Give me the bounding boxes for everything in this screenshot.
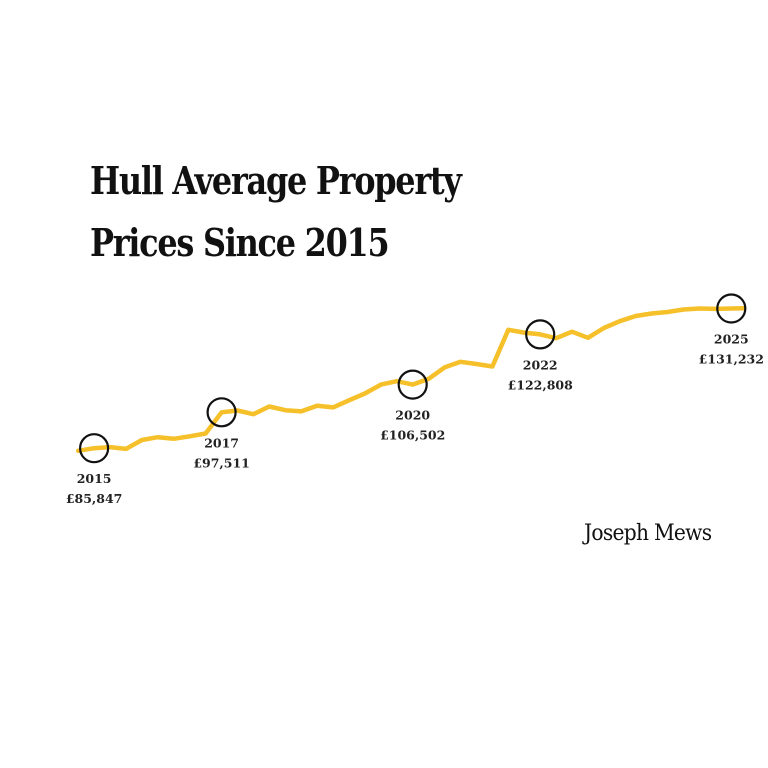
brand-name: Joseph Mews <box>584 521 712 546</box>
year-label-2025: 2025 <box>714 332 749 347</box>
year-label-2015: 2015 <box>77 471 112 486</box>
marker-2017 <box>206 397 237 428</box>
value-label-2015: £85,847 <box>66 491 123 506</box>
value-label-2025: £131,232 <box>699 352 764 367</box>
value-label-2017: £97,511 <box>193 455 250 470</box>
marker-2015 <box>78 433 110 464</box>
chart-title-line-2: Prices Since 2015 <box>90 220 390 265</box>
year-label-2020: 2020 <box>395 408 430 423</box>
chart-title-line-1: Hull Average Property <box>90 158 462 203</box>
value-label-2020: £106,502 <box>380 428 445 443</box>
marker-2020 <box>397 369 428 400</box>
price-series-line <box>75 306 747 454</box>
year-label-2017: 2017 <box>204 435 239 450</box>
value-label-2022: £122,808 <box>508 377 574 392</box>
marker-2022 <box>525 319 556 350</box>
year-label-2022: 2022 <box>523 357 558 372</box>
chart-title: Hull Average Property Prices Since 2015 <box>90 150 527 274</box>
marker-2025 <box>716 293 747 324</box>
